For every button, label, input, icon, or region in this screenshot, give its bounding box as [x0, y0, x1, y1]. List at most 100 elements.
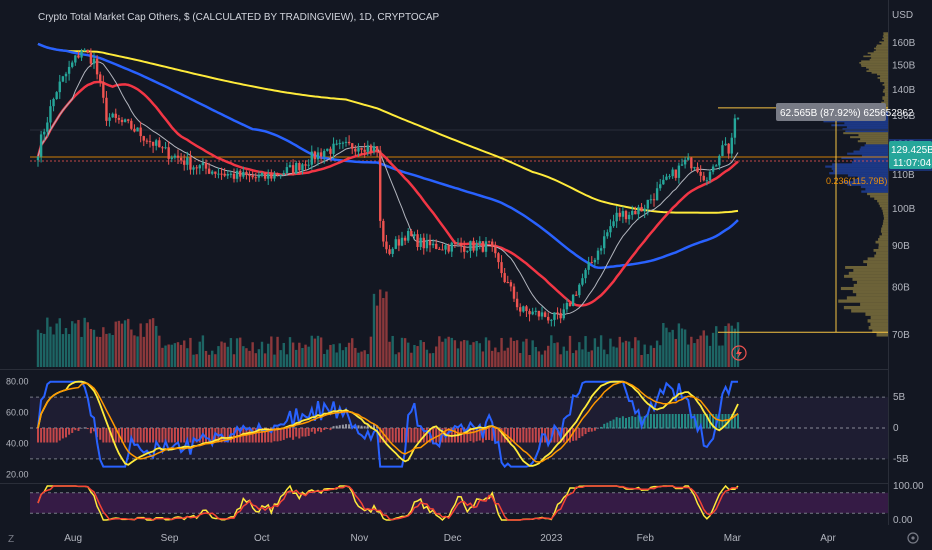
candle-body[interactable]: [36, 156, 40, 161]
candle-body[interactable]: [478, 241, 481, 244]
z-icon[interactable]: Z: [8, 534, 14, 545]
candle-body[interactable]: [646, 199, 649, 209]
candle-body[interactable]: [80, 51, 83, 58]
candle-body[interactable]: [179, 157, 183, 161]
candle-body[interactable]: [587, 262, 590, 270]
candle-body[interactable]: [304, 164, 307, 166]
candle-body[interactable]: [519, 307, 522, 312]
candle-body[interactable]: [64, 73, 68, 77]
candle-body[interactable]: [680, 164, 684, 166]
candle-body[interactable]: [568, 302, 572, 306]
candle-body[interactable]: [102, 82, 105, 98]
candle-body[interactable]: [369, 145, 373, 152]
candle-body[interactable]: [204, 162, 208, 169]
candle-body[interactable]: [142, 136, 145, 141]
candle-body[interactable]: [235, 170, 239, 179]
candle-body[interactable]: [260, 173, 264, 176]
candle-body[interactable]: [151, 141, 155, 146]
candle-body[interactable]: [627, 214, 631, 220]
candle-body[interactable]: [145, 140, 149, 142]
candle-body[interactable]: [114, 113, 117, 118]
candle-body[interactable]: [366, 145, 369, 152]
candle-body[interactable]: [229, 173, 233, 175]
candle-body[interactable]: [506, 282, 509, 284]
candle-body[interactable]: [665, 176, 668, 180]
candle-body[interactable]: [397, 239, 401, 246]
candle-body[interactable]: [618, 212, 621, 217]
candle-body[interactable]: [183, 160, 186, 165]
candle-body[interactable]: [484, 241, 488, 252]
candle-body[interactable]: [354, 148, 357, 152]
candle-body[interactable]: [105, 97, 108, 121]
candle-body[interactable]: [127, 119, 130, 121]
candle-body[interactable]: [95, 58, 99, 75]
candle-body[interactable]: [130, 120, 133, 129]
candle-body[interactable]: [715, 165, 718, 167]
candle-body[interactable]: [176, 155, 180, 158]
candle-body[interactable]: [46, 122, 49, 132]
candle-body[interactable]: [655, 188, 659, 201]
candle-body[interactable]: [195, 167, 198, 169]
candle-body[interactable]: [522, 306, 525, 312]
candle-body[interactable]: [270, 173, 273, 179]
candle-body[interactable]: [481, 241, 485, 252]
candle-body[interactable]: [245, 171, 248, 176]
candle-body[interactable]: [77, 55, 80, 58]
candle-body[interactable]: [108, 117, 111, 121]
candle-body[interactable]: [61, 76, 65, 82]
candle-body[interactable]: [727, 143, 730, 154]
candle-body[interactable]: [674, 169, 677, 178]
candle-body[interactable]: [400, 237, 404, 246]
candle-body[interactable]: [313, 151, 317, 160]
candle-body[interactable]: [540, 312, 544, 317]
candle-body[interactable]: [556, 312, 559, 314]
candle-body[interactable]: [167, 147, 170, 159]
candle-body[interactable]: [139, 127, 142, 137]
candle-body[interactable]: [450, 242, 453, 252]
candle-body[interactable]: [547, 316, 550, 321]
candle-body[interactable]: [310, 151, 313, 165]
candle-body[interactable]: [453, 242, 457, 244]
candle-body[interactable]: [341, 142, 345, 144]
candle-body[interactable]: [83, 49, 86, 52]
candle-body[interactable]: [74, 55, 77, 63]
candle-body[interactable]: [67, 66, 71, 74]
candle-body[interactable]: [643, 208, 646, 212]
candle-body[interactable]: [469, 240, 472, 251]
candle-body[interactable]: [431, 243, 435, 246]
candle-body[interactable]: [49, 106, 52, 123]
candle-body[interactable]: [612, 221, 615, 227]
candle-body[interactable]: [291, 165, 295, 174]
candle-body[interactable]: [43, 131, 46, 135]
candle-body[interactable]: [659, 184, 662, 189]
candle-body[interactable]: [279, 174, 282, 176]
candle-body[interactable]: [120, 119, 124, 123]
candle-body[interactable]: [575, 294, 578, 296]
candle-body[interactable]: [99, 74, 102, 83]
candle-body[interactable]: [584, 269, 587, 279]
candle-body[interactable]: [596, 250, 600, 260]
candle-body[interactable]: [512, 286, 516, 299]
candle-body[interactable]: [207, 168, 211, 174]
candle-body[interactable]: [407, 231, 410, 241]
candle-body[interactable]: [123, 119, 127, 123]
candle-body[interactable]: [699, 171, 702, 176]
candle-body[interactable]: [198, 165, 201, 169]
candle-body[interactable]: [410, 231, 413, 237]
candle-body[interactable]: [631, 210, 634, 215]
candle-body[interactable]: [593, 259, 597, 263]
candle-body[interactable]: [419, 237, 422, 247]
candle-body[interactable]: [696, 167, 699, 172]
candle-body[interactable]: [640, 206, 643, 212]
candle-body[interactable]: [394, 239, 397, 249]
lightning-icon[interactable]: [731, 345, 747, 361]
candle-body[interactable]: [500, 262, 503, 274]
candle-body[interactable]: [257, 175, 261, 178]
candle-body[interactable]: [375, 146, 379, 151]
candle-body[interactable]: [509, 282, 513, 287]
candle-body[interactable]: [357, 148, 360, 152]
candle-body[interactable]: [590, 262, 593, 264]
candle-body[interactable]: [652, 199, 656, 201]
candle-body[interactable]: [335, 143, 338, 145]
candle-body[interactable]: [285, 167, 289, 174]
